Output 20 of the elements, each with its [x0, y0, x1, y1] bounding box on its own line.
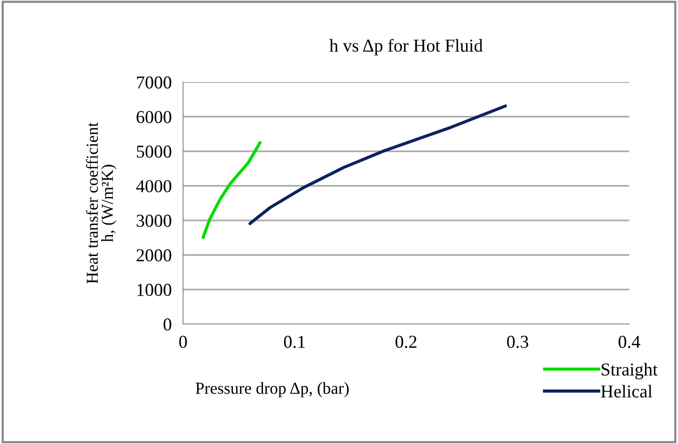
legend-label: Helical: [601, 384, 652, 398]
y-tick-label: 6000: [136, 110, 172, 124]
y-axis-title: Heat transfer coefficient h, (W/m²K): [86, 122, 116, 284]
y-tick-label: 4000: [136, 180, 172, 192]
y-tick-label: 1000: [137, 284, 172, 296]
x-tick-label: 0.1: [284, 336, 305, 348]
x-tick-label: 0.2: [396, 336, 416, 348]
y-tick-label: 0: [164, 318, 172, 331]
x-tick-label: 0: [179, 336, 187, 348]
line-series: [248, 104, 507, 226]
chart-title: h vs Δp for Hot Fluid: [330, 38, 483, 56]
x-axis-title: Pressure drop Δp, (bar): [196, 382, 349, 398]
y-tick-label: 3000: [136, 214, 172, 227]
y-tick-label: 7000: [137, 76, 172, 89]
x-tick-label: 0.3: [507, 336, 528, 348]
x-tick-label: 0.4: [618, 336, 640, 348]
y-tick-label: 2000: [136, 249, 172, 262]
legend-label: Straight: [602, 362, 658, 380]
line-series: [202, 141, 262, 240]
y-tick-label: 5000: [136, 146, 172, 158]
